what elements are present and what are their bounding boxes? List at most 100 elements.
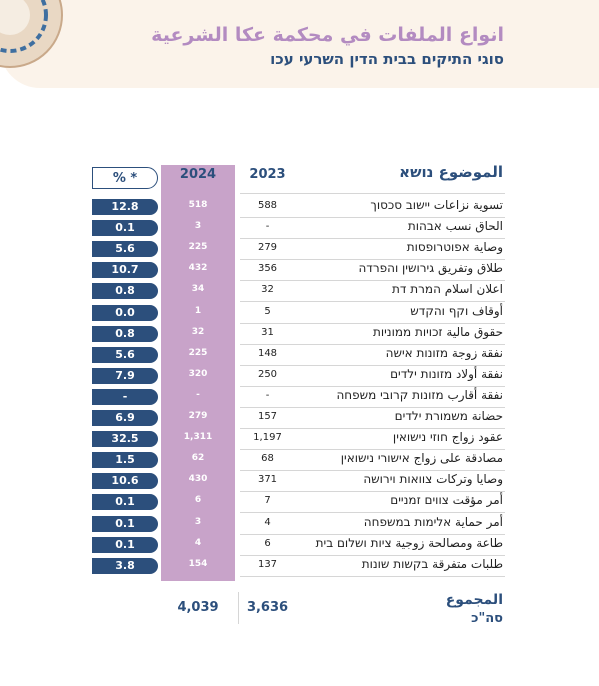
cell-percent: 0.1 <box>92 515 158 532</box>
cell-2024: 279 <box>188 411 208 421</box>
cell-2024: 6 <box>194 495 202 506</box>
total-2024: 4,039 <box>177 600 219 615</box>
cell-percent: 0.1 <box>92 494 158 511</box>
cell-2023: 5 <box>264 305 271 317</box>
row-separator <box>240 259 505 261</box>
row-separator <box>240 193 505 194</box>
cell-percent: 5.6 <box>92 346 158 363</box>
total-2023: 3,636 <box>246 600 289 615</box>
cell-2023: 588 <box>257 200 278 211</box>
row-separator <box>240 343 505 345</box>
header-band <box>0 0 599 88</box>
row-separator <box>240 406 505 408</box>
row-separator <box>240 322 505 324</box>
row-separator <box>240 575 505 577</box>
title-ar: انواع الملفات في محكمة عكا الشرعية <box>151 24 504 46</box>
cell-2024: 4 <box>194 537 202 548</box>
cell-2024: - <box>196 389 200 400</box>
row-separator <box>240 280 505 282</box>
row-separator <box>240 470 505 472</box>
cell-2023: 32 <box>261 284 274 296</box>
cell-percent: 32.5 <box>92 431 158 448</box>
cell-percent: 6.9 <box>92 410 158 426</box>
row-topic: مصادقة على زواج אישורי נישואין <box>340 451 503 466</box>
cell-2024: 430 <box>188 474 208 485</box>
cell-percent: 3.8 <box>92 557 158 574</box>
cell-percent: 5.6 <box>92 241 158 258</box>
row-topic: عقود زواج חוזי נישואין <box>392 430 503 445</box>
row-topic: أوقاف וקף והקדש <box>410 303 503 318</box>
cell-2024: 3 <box>194 221 202 232</box>
row-separator <box>240 533 505 535</box>
row-topic: طلاق وتفريق גירושין והפרדה <box>358 261 503 276</box>
row-separator <box>240 449 505 451</box>
cell-2023: 356 <box>257 263 278 275</box>
cell-percent: 0.1 <box>92 536 158 553</box>
row-topic: الحاق نسب אבהות <box>407 219 503 234</box>
title-he: סוגי התיקים בבית הדין השרעי עכו <box>270 50 504 68</box>
row-topic: تسوية نزاعات יישוב סכסוך <box>370 198 503 212</box>
cell-2023: 148 <box>257 347 278 359</box>
row-separator <box>240 428 505 429</box>
row-separator <box>240 301 505 303</box>
cell-percent: 1.5 <box>92 452 158 469</box>
cell-percent: 0.0 <box>92 304 158 321</box>
column-header: 2024 <box>179 167 217 182</box>
cell-2023: 250 <box>257 368 278 380</box>
row-topic: حقوق مالية זכויות ממוניות <box>372 324 503 339</box>
cell-percent: 10.7 <box>92 262 158 279</box>
row-separator <box>240 491 505 493</box>
cell-percent: - <box>92 388 158 405</box>
cell-2023: 137 <box>257 558 278 570</box>
row-topic: أمر مؤقت צווים זמניים <box>390 493 503 508</box>
cell-2023: 68 <box>261 453 274 465</box>
cell-2023: 1,197 <box>253 432 282 444</box>
row-topic: طلبات متفرقة בקשות שונות <box>361 556 503 571</box>
row-separator <box>240 512 505 514</box>
cell-2024: 432 <box>188 263 208 274</box>
cell-2024: 32 <box>191 326 205 337</box>
row-topic: وصايا وتركات צוואות וירושה <box>363 472 503 487</box>
cell-2023: 279 <box>257 242 278 254</box>
cell-2023: 157 <box>257 411 278 422</box>
divider <box>238 592 239 624</box>
cell-2023: 371 <box>257 474 278 486</box>
cell-2023: 6 <box>264 537 271 549</box>
row-topic: نفقة أولاد מזונות ילדים <box>390 366 503 381</box>
row-topic: نفقة أقارب מזונות קרובי משפחה <box>336 387 503 402</box>
row-topic: وصاية אפוטרופסות <box>406 240 503 255</box>
cell-percent: 0.1 <box>92 220 158 237</box>
cell-2023: 31 <box>261 326 274 338</box>
column-header: % * <box>92 167 158 189</box>
row-topic: حضانة משמורת ילדים <box>394 409 503 423</box>
cell-2024: 320 <box>188 368 208 379</box>
column-header: 2023 <box>249 167 286 182</box>
row-topic: نفقة زوجة מזונות אישה <box>385 345 503 360</box>
cell-2023: - <box>265 221 270 233</box>
column-header: الموضوع נושא <box>399 163 503 181</box>
cell-2024: 34 <box>191 284 205 295</box>
cell-2024: 3 <box>194 516 202 527</box>
row-separator <box>240 238 505 240</box>
cell-percent: 0.8 <box>92 283 158 300</box>
cell-2023: 7 <box>264 495 271 507</box>
cell-2024: 62 <box>191 453 205 464</box>
cell-2024: 225 <box>188 242 208 253</box>
row-topic: طاعة ومصالحة زوجية ציות ושלום בית <box>315 535 503 550</box>
cell-2024: 1,311 <box>183 432 213 443</box>
cell-2024: 518 <box>188 200 208 210</box>
total-label: סה"כ <box>471 611 503 626</box>
cell-2023: - <box>265 389 270 401</box>
row-separator <box>240 217 505 218</box>
row-separator <box>240 364 505 366</box>
row-topic: أمر حماية אלימות במשפחה <box>363 514 503 529</box>
cell-2024: 154 <box>188 558 208 569</box>
cell-percent: 0.8 <box>92 325 158 342</box>
row-separator <box>240 554 505 556</box>
cell-percent: 10.6 <box>92 473 158 490</box>
cell-2024: 1 <box>194 305 202 316</box>
cell-2023: 4 <box>264 516 271 528</box>
cell-percent: 12.8 <box>92 199 158 215</box>
row-topic: اعلان اسلام המרת דת <box>392 282 503 297</box>
